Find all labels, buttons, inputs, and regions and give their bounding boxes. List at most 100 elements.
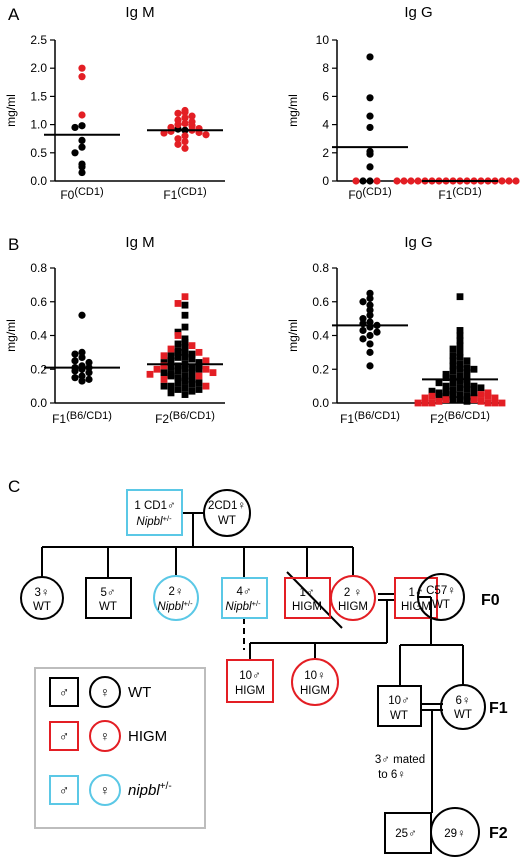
node-10m-l2: HIGM (235, 685, 265, 697)
chart-a-igg: Ig G 0 2 4 6 8 10 mg/ml F0(CD1) F1(CD1) (286, 4, 520, 202)
node-5-l1: 5♂ (100, 587, 115, 599)
data-point (359, 335, 367, 343)
data-point (456, 384, 464, 392)
data-point (366, 294, 374, 302)
data-point (167, 389, 175, 397)
node-10m-l1: 10♂ (239, 670, 260, 682)
chart-a-igm: Ig M 0.0 0.5 1.0 1.5 2.0 2.5 mg/ml F0(CD1) F1(CD1… (4, 4, 225, 202)
data-point (449, 386, 457, 393)
chart-title: Ig G (404, 234, 432, 251)
data-point (456, 360, 464, 368)
data-point (78, 353, 86, 362)
data-point (188, 112, 196, 120)
node-c57-l1: C57♀ (426, 585, 456, 597)
data-point (366, 177, 374, 185)
data-point (407, 177, 415, 185)
data-point (512, 177, 520, 185)
gen-label-f1: F1 (489, 700, 508, 717)
data-point (359, 315, 367, 323)
data-point (78, 64, 86, 72)
chart-b-igg: Ig G 0.0 0.2 0.4 0.6 0.8 mg/ml F1(B6/CD1) F2(B6/… (286, 234, 506, 426)
gen-label-f2: F2 (489, 825, 508, 842)
data-point (78, 377, 86, 385)
data-point (85, 375, 93, 383)
node-6wt-l1: 6♀ (455, 695, 470, 707)
data-point (449, 379, 457, 387)
y-tick-label: 0.6 (312, 295, 329, 309)
node-cd1-female-l2: WT (218, 515, 236, 527)
y-tick-label: 0 (322, 174, 329, 188)
data-point (414, 177, 422, 185)
x-tick-label: F0(CD1) (348, 186, 391, 202)
data-point (188, 364, 196, 371)
data-point (366, 289, 374, 297)
data-point (174, 332, 182, 339)
node-4n (221, 577, 268, 619)
node-6wt-l2: WT (454, 709, 472, 721)
data-point (366, 362, 374, 370)
node-1h-a-l1: 1♂ (299, 587, 314, 599)
legend-nipbl-female (89, 774, 121, 806)
data-point (449, 391, 457, 398)
chart-b-igm: Ig M 0.0 0.2 0.4 0.6 0.8 mg/ml F1(B6/CD1) F2(B6/… (4, 234, 225, 426)
legend-nipbl-label: nipbl+/- (128, 781, 172, 799)
y-tick-label: 0.2 (30, 362, 47, 376)
data-point (373, 328, 381, 336)
pedigree (20, 489, 486, 857)
data-point (470, 382, 478, 390)
data-point (463, 369, 471, 377)
data-point (366, 163, 374, 171)
legend-wt-male (49, 677, 79, 707)
data-point (188, 369, 196, 377)
y-tick-label: 2.5 (30, 33, 47, 47)
data-point (456, 377, 464, 385)
data-point (428, 399, 436, 407)
data-point (435, 379, 443, 387)
data-point (366, 318, 374, 326)
data-point (71, 123, 79, 132)
data-point (414, 399, 422, 407)
data-point (174, 135, 182, 143)
y-axis-label: mg/ml (286, 94, 300, 127)
data-point (174, 354, 182, 361)
data-point (188, 355, 196, 363)
data-point (174, 121, 182, 129)
node-1h-b-l2: HIGM (401, 601, 431, 613)
data-point (181, 338, 189, 346)
node-29-l1: 29♀ (444, 828, 465, 840)
x-tick-label: F1(B6/CD1) (52, 410, 112, 426)
data-point (181, 301, 189, 309)
data-point (71, 367, 79, 375)
node-10m (226, 659, 274, 703)
data-point (160, 362, 168, 370)
data-point (428, 387, 436, 395)
data-point (209, 369, 217, 377)
legend-nipbl-male-symbol: ♂ (59, 782, 70, 798)
data-point (428, 392, 436, 400)
node-10f-l2: HIGM (300, 685, 330, 697)
data-point (463, 357, 471, 365)
data-point (498, 399, 506, 407)
data-point (167, 127, 175, 135)
node-10f (291, 658, 339, 706)
data-point (449, 345, 457, 353)
chart-title: Ig G (404, 4, 432, 21)
data-point (491, 399, 499, 407)
legend-higm-label: HIGM (128, 728, 167, 745)
data-point (435, 389, 443, 397)
data-point (167, 364, 175, 371)
y-tick-label: 1.0 (30, 118, 47, 132)
data-point (393, 177, 401, 185)
data-point (202, 357, 210, 365)
data-point (188, 381, 196, 388)
node-2n-l2: Nipbl+/- (157, 599, 193, 613)
data-point (174, 374, 182, 382)
data-point (181, 323, 189, 331)
data-point (449, 362, 457, 370)
data-point (202, 365, 210, 373)
data-point (188, 350, 196, 358)
panel-label-b: B (8, 235, 19, 254)
legend-nipbl-female-symbol: ♀ (100, 782, 111, 798)
data-point (435, 397, 443, 405)
